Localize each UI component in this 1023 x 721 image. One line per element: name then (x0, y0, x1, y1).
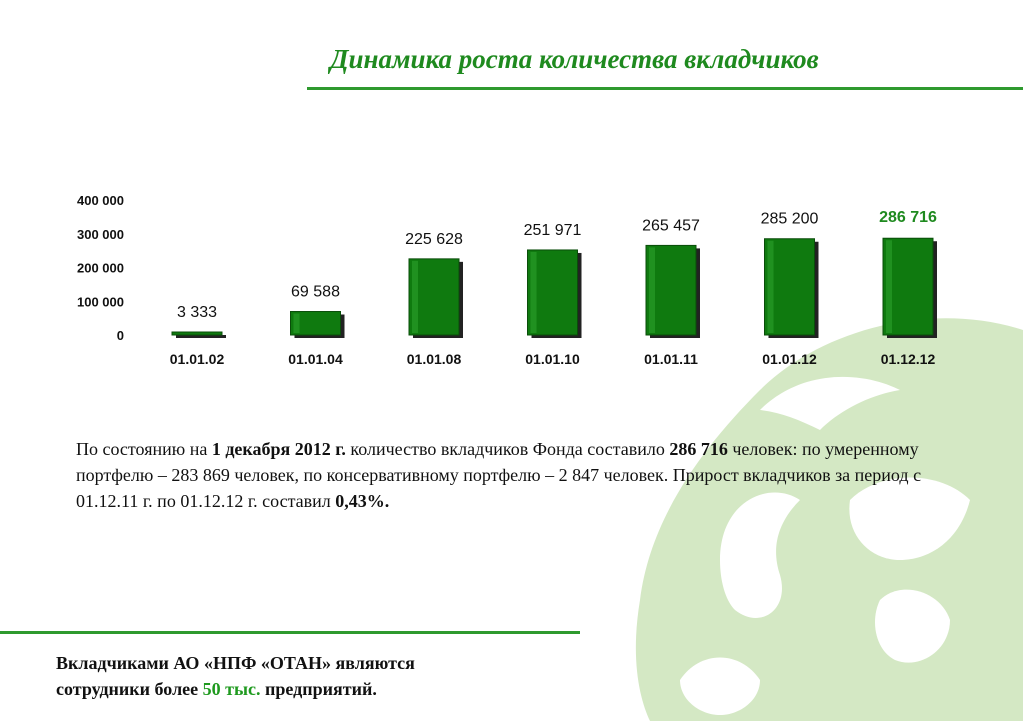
x-tick-label: 01.01.11 (644, 351, 698, 367)
summary-growth: 0,43%. (335, 491, 390, 511)
bar-highlight (293, 313, 300, 333)
bar (290, 311, 341, 336)
bar-highlight (886, 240, 892, 333)
footer-line-2-suffix: предприятий. (260, 679, 377, 699)
footer-note: Вкладчиками АО «НПФ «ОТАН» являются сотр… (56, 650, 616, 702)
data-label: 265 457 (642, 217, 700, 234)
bar-highlight (530, 251, 537, 333)
x-tick-label: 01.01.10 (525, 351, 580, 367)
bar-highlight (767, 240, 774, 333)
data-label: 69 588 (291, 284, 340, 301)
x-tick-label: 01.01.08 (407, 351, 462, 367)
data-label: 285 200 (761, 211, 819, 228)
y-tick-label: 300 000 (77, 227, 124, 242)
y-tick-label: 200 000 (77, 261, 124, 276)
summary-middle: количество вкладчиков Фонда составило (345, 439, 670, 459)
summary-paragraph: По состоянию на 1 декабря 2012 г. количе… (76, 436, 946, 514)
y-tick-label: 100 000 (77, 294, 124, 309)
footer-line-1: Вкладчиками АО «НПФ «ОТАН» являются (56, 653, 415, 673)
x-tick-label: 01.01.12 (762, 351, 817, 367)
data-label: 286 716 (879, 209, 937, 226)
summary-date: 1 декабря 2012 г. (211, 439, 346, 459)
bar-shadow (176, 335, 226, 338)
data-label: 3 333 (177, 304, 217, 321)
footer-line-2-highlight: 50 тыс. (202, 679, 261, 699)
x-tick-label: 01.01.02 (170, 351, 225, 367)
x-tick-label: 01.01.04 (288, 351, 343, 367)
depositors-bar-chart: 0 100 000 200 000 300 000 400 000 3 333 01.01.… (77, 193, 937, 367)
page-title: Динамика роста количества вкладчиков (330, 44, 819, 74)
bar-highlight (649, 247, 655, 333)
summary-total: 286 716 (669, 439, 728, 459)
title-underline (307, 87, 1023, 90)
footer-line-2: сотрудники более 50 тыс. предприятий. (56, 676, 616, 702)
data-label: 251 971 (524, 222, 582, 239)
x-tick-label: 01.12.12 (881, 351, 936, 367)
bar-highlight (412, 260, 418, 333)
y-tick-label: 0 (117, 328, 124, 343)
footer-line-2-prefix: сотрудники более (56, 679, 203, 699)
footer-divider (0, 631, 580, 634)
summary-details: человек: по умеренному портфелю – 283 86… (76, 439, 922, 511)
y-tick-label: 400 000 (77, 193, 124, 208)
bar (171, 331, 223, 336)
summary-prefix: По состоянию на (76, 439, 212, 459)
data-label: 225 628 (405, 231, 463, 248)
